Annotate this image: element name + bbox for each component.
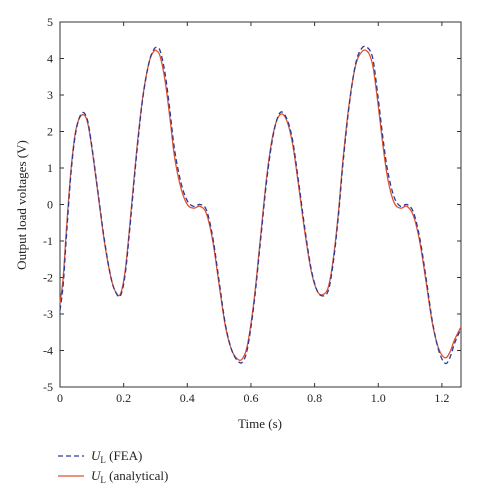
legend-entry: UL (FEA) <box>91 448 142 465</box>
y-tick-label: 2 <box>47 125 53 139</box>
legend-entry-main: U <box>91 448 102 463</box>
legend-entry-sub: L <box>100 475 106 485</box>
y-tick-label: 4 <box>47 52 53 66</box>
y-axis-title: Output load voltages (V) <box>14 140 29 270</box>
y-tick-label: -4 <box>43 344 53 358</box>
x-axis-ticks: 0 0.2 0.4 0.6 0.8 1.0 1.2 <box>57 22 449 405</box>
y-tick-label: -3 <box>43 307 53 321</box>
y-tick-label: 1 <box>47 161 53 175</box>
legend-entry: UL (analytical) <box>91 468 168 485</box>
x-tick-label: 0.6 <box>243 391 258 405</box>
x-tick-label: 0 <box>57 391 63 405</box>
legend-entry-sub: L <box>100 455 106 465</box>
plot-frame <box>59 21 462 388</box>
series-line-fea <box>59 45 462 365</box>
series-line-analytical <box>59 49 462 361</box>
legend-entry-rest: (FEA) <box>106 448 142 463</box>
y-tick-label: 5 <box>47 15 53 29</box>
x-tick-label: 0.8 <box>307 391 322 405</box>
y-tick-label: -2 <box>43 271 53 285</box>
legend-entry-rest: (analytical) <box>106 468 168 483</box>
y-tick-label: 3 <box>47 88 53 102</box>
y-tick-label: 0 <box>47 198 53 212</box>
y-tick-label: -5 <box>43 380 53 394</box>
y-axis-ticks: -5 -4 -3 -2 -1 0 1 2 3 4 5 <box>43 15 461 394</box>
series-layer <box>59 45 462 365</box>
x-tick-label: 0.4 <box>180 391 195 405</box>
legend-entry-main: U <box>91 468 102 483</box>
x-axis-title: Time (s) <box>238 416 282 431</box>
x-tick-label: 1.2 <box>434 391 449 405</box>
legend: UL (FEA)UL (analytical) <box>58 448 168 485</box>
y-tick-label: -1 <box>43 234 53 248</box>
x-tick-label: 0.2 <box>116 391 131 405</box>
x-tick-label: 1.0 <box>371 391 386 405</box>
